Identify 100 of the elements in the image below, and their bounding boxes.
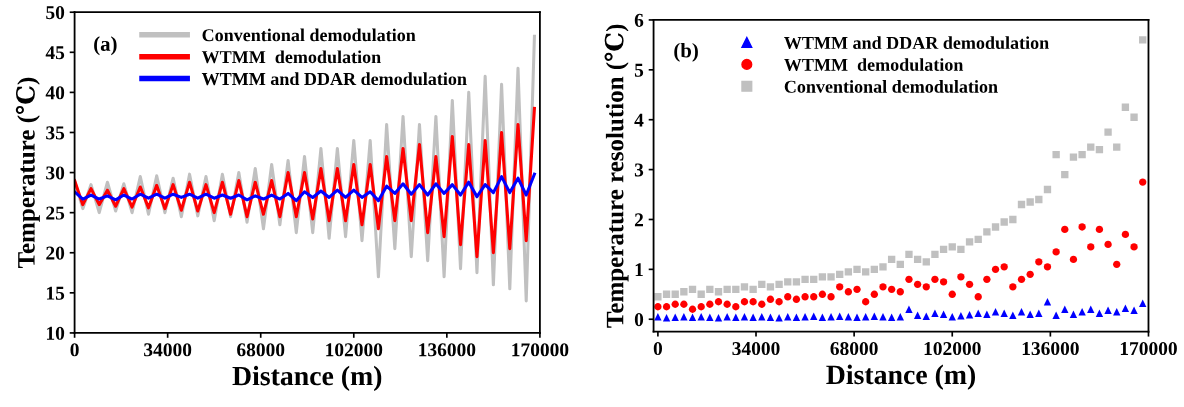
point [1139, 36, 1147, 44]
point [766, 313, 775, 321]
point [957, 273, 965, 281]
point [818, 290, 827, 298]
point [844, 268, 853, 276]
point [1069, 255, 1078, 264]
point [983, 310, 991, 318]
point [1130, 243, 1138, 251]
point [1078, 223, 1086, 231]
point [1000, 263, 1008, 271]
point [1026, 198, 1034, 206]
point [714, 314, 723, 322]
point [974, 293, 982, 301]
y-axis-title: Temperature resolution (℃) [604, 24, 629, 328]
point [1000, 309, 1008, 317]
point [758, 280, 766, 288]
point [983, 228, 991, 236]
point [1078, 150, 1086, 159]
y-tick-label: 1 [635, 263, 643, 277]
point [1087, 143, 1095, 151]
point [749, 313, 757, 321]
y-axis-title: Temperature (℃) [15, 77, 40, 269]
point [671, 300, 679, 308]
annotation: (a) [94, 36, 117, 56]
point [723, 285, 731, 293]
point [1043, 298, 1052, 306]
y-tick-label: 3 [634, 163, 644, 177]
point [1017, 275, 1026, 283]
x-tick-label: 136000 [419, 343, 476, 357]
point [965, 311, 974, 319]
point [792, 313, 801, 321]
point [957, 245, 965, 254]
point [714, 288, 723, 296]
point [706, 285, 714, 293]
point [991, 308, 1000, 316]
point [931, 275, 939, 283]
point [671, 290, 679, 298]
point [740, 283, 749, 291]
y-tick-label: 2 [634, 213, 644, 227]
point [740, 298, 749, 306]
point [749, 285, 757, 293]
point [896, 288, 904, 296]
x-tick-label: 102000 [924, 341, 981, 356]
point [879, 263, 887, 271]
point [1035, 309, 1043, 317]
point [853, 265, 861, 274]
point [862, 268, 870, 276]
point [913, 280, 922, 288]
y-tick-label: 50 [46, 6, 65, 20]
point [905, 305, 913, 313]
point [1061, 225, 1069, 234]
x-tick-label: 136000 [1022, 341, 1079, 356]
point [697, 303, 705, 311]
point [740, 313, 749, 321]
point [844, 288, 853, 296]
point [844, 313, 853, 321]
point [671, 313, 679, 321]
point [870, 312, 879, 320]
point [1009, 311, 1017, 319]
point [1113, 260, 1121, 269]
point [1052, 311, 1060, 319]
point [887, 255, 896, 264]
point [1113, 143, 1121, 151]
point [896, 260, 904, 269]
point [714, 298, 723, 306]
point [1052, 248, 1060, 256]
point [654, 293, 662, 301]
point [870, 290, 879, 298]
legend-label: WTMM demodulation [201, 50, 381, 64]
point [792, 278, 801, 286]
point [879, 283, 887, 291]
annotation: (b) [674, 42, 698, 62]
point [1026, 270, 1034, 279]
y-tick-label: 15 [46, 286, 65, 300]
point [818, 273, 827, 281]
point [1052, 150, 1060, 159]
point [775, 298, 783, 306]
x-axis-title: Distance (m) [826, 364, 976, 390]
point [1139, 299, 1147, 307]
point [801, 275, 809, 283]
point [758, 300, 766, 308]
line-series [74, 106, 536, 259]
point [1130, 306, 1138, 314]
point [1130, 113, 1138, 121]
point [1069, 310, 1078, 318]
point [792, 295, 801, 303]
y-tick-label: 45 [45, 46, 65, 60]
point [766, 283, 775, 291]
point [922, 283, 930, 291]
y-tick-label: 0 [634, 313, 644, 327]
point [1000, 218, 1008, 226]
point [801, 293, 809, 301]
point [862, 313, 870, 321]
point [836, 312, 844, 320]
point [922, 258, 930, 266]
point [654, 303, 662, 311]
point [870, 265, 879, 274]
point [732, 285, 740, 293]
point [1087, 305, 1095, 313]
point [1121, 103, 1130, 111]
